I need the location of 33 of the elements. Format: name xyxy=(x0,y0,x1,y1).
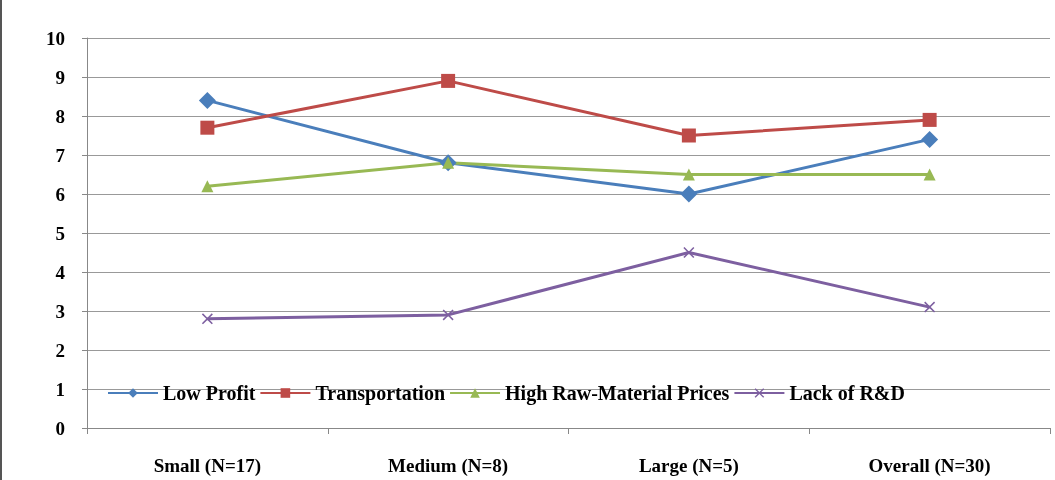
point xyxy=(201,180,214,193)
legend-label: High Raw-Material Prices xyxy=(505,382,730,405)
y-tick-label: 10 xyxy=(46,27,65,49)
y-tick-label: 5 xyxy=(55,222,65,244)
point xyxy=(682,168,695,181)
point xyxy=(680,185,698,203)
point xyxy=(441,73,456,88)
point xyxy=(921,130,939,148)
legend-label: Low Profit xyxy=(163,382,256,404)
point xyxy=(683,247,695,258)
point xyxy=(922,112,937,127)
y-tick-label: 1 xyxy=(55,378,65,400)
y-tick-label: 4 xyxy=(55,261,66,283)
point xyxy=(442,309,454,321)
point xyxy=(198,91,216,109)
x-tick-label: Medium (N=8) xyxy=(388,455,509,477)
y-tick-label: 2 xyxy=(55,339,65,361)
x-tick-label: Small (N=17) xyxy=(153,455,262,477)
y-tick-label: 3 xyxy=(55,300,65,322)
point xyxy=(681,128,696,143)
y-tick-label: 0 xyxy=(55,417,65,439)
legend-label: Lack of R&D xyxy=(789,382,905,404)
legend-label: Transportation xyxy=(315,382,446,405)
x-tick-label: Large (N=5) xyxy=(638,455,739,477)
point xyxy=(924,301,936,313)
x-tick-label: Overall (N=30) xyxy=(868,455,991,477)
y-tick-label: 6 xyxy=(55,183,65,205)
point xyxy=(200,120,215,135)
y-tick-label: 7 xyxy=(55,144,66,166)
point xyxy=(923,168,936,181)
y-tick-label: 8 xyxy=(55,105,65,127)
point xyxy=(201,313,213,325)
y-tick-label: 9 xyxy=(55,66,65,88)
